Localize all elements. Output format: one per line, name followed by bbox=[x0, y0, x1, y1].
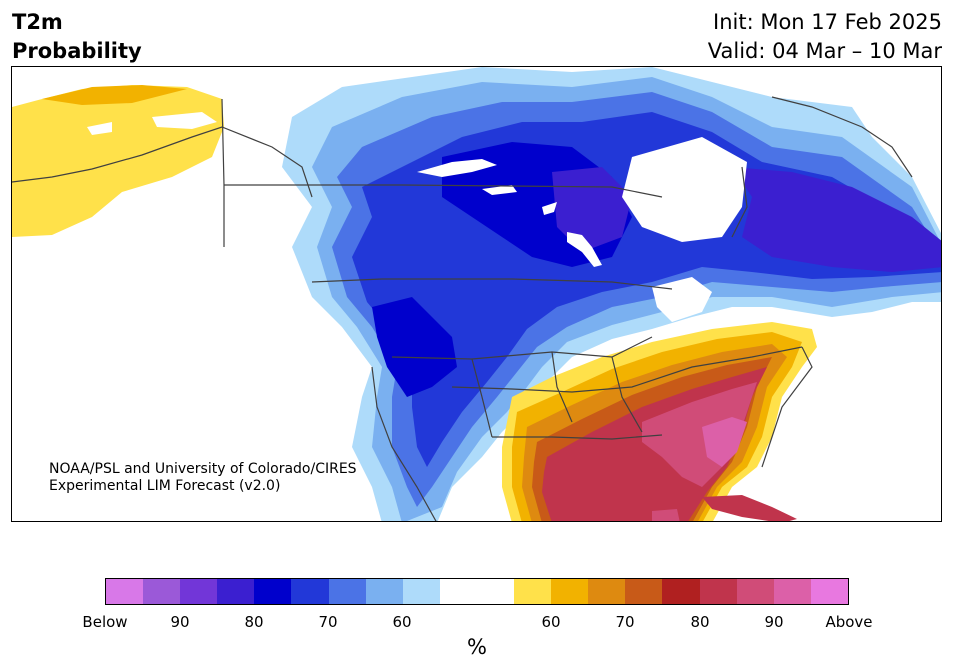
cuba-warm bbox=[702, 495, 797, 521]
colorbar-tick-label: 60 bbox=[541, 613, 561, 631]
mexico-tip-warm bbox=[652, 509, 680, 521]
colorbar-segment bbox=[328, 579, 366, 604]
colorbar-tick-label: Below bbox=[82, 613, 128, 631]
init-date: Init: Mon 17 Feb 2025 bbox=[713, 10, 942, 34]
colorbar-tick-label: 90 bbox=[170, 613, 190, 631]
variable-label: T2m bbox=[12, 10, 63, 34]
colorbar-segment bbox=[810, 579, 848, 604]
colorbar-segment bbox=[588, 579, 626, 604]
colorbar-unit: % bbox=[467, 635, 487, 659]
colorbar bbox=[105, 578, 849, 605]
alaska-white-patch bbox=[152, 112, 217, 129]
great-slave-lake bbox=[482, 185, 517, 195]
lake-winnipeg bbox=[567, 232, 602, 267]
colorbar-segment bbox=[699, 579, 737, 604]
colorbar-segment bbox=[625, 579, 663, 604]
colorbar-segment bbox=[365, 579, 403, 604]
cold-region-core-west bbox=[372, 297, 457, 397]
colorbar-tick-label: 80 bbox=[244, 613, 264, 631]
political-borders bbox=[12, 96, 913, 521]
hudson-bay bbox=[622, 137, 747, 242]
colorbar-tick-label: 90 bbox=[764, 613, 784, 631]
colorbar-segment bbox=[143, 579, 181, 604]
colorbar-segment bbox=[180, 579, 218, 604]
colorbar-tick-label: 70 bbox=[318, 613, 338, 631]
colorbar-tick-label: 60 bbox=[392, 613, 412, 631]
valid-range: Valid: 04 Mar – 10 Mar bbox=[707, 39, 942, 63]
colorbar-segment bbox=[291, 579, 329, 604]
colorbar-segment bbox=[514, 579, 552, 604]
colorbar-segment bbox=[439, 579, 477, 604]
colorbar-segment bbox=[217, 579, 255, 604]
data-credit: NOAA/PSL and University of Colorado/CIRE… bbox=[49, 461, 357, 495]
colorbar-segment bbox=[402, 579, 440, 604]
warm-region-core bbox=[642, 382, 757, 487]
credit-line-1: NOAA/PSL and University of Colorado/CIRE… bbox=[49, 461, 357, 477]
colorbar-tick-label: 70 bbox=[615, 613, 635, 631]
colorbar-tick-label: 80 bbox=[690, 613, 710, 631]
great-bear-lake bbox=[417, 159, 497, 177]
colorbar-segment bbox=[773, 579, 811, 604]
product-label: Probability bbox=[12, 39, 142, 63]
colorbar-segment bbox=[662, 579, 700, 604]
lake-athabasca bbox=[542, 202, 557, 215]
forecast-dates: Init: Mon 17 Feb 2025 Valid: 04 Mar – 10… bbox=[708, 8, 942, 66]
alaska-warm-core bbox=[42, 85, 187, 105]
alaska-white-patch-2 bbox=[87, 122, 112, 135]
colorbar-segment bbox=[736, 579, 774, 604]
colorbar-tick-label: Above bbox=[825, 613, 873, 631]
credit-line-2: Experimental LIM Forecast (v2.0) bbox=[49, 478, 281, 494]
forecast-map bbox=[11, 66, 942, 522]
cold-region-core-mid bbox=[552, 167, 632, 252]
colorbar-segment bbox=[106, 579, 144, 604]
colorbar-segment bbox=[551, 579, 589, 604]
warm-region-peak bbox=[702, 417, 747, 467]
colorbar-segment bbox=[476, 579, 515, 604]
cold-region-core-east bbox=[732, 167, 941, 272]
map-title: T2m Probability bbox=[12, 8, 142, 66]
colorbar-segment bbox=[254, 579, 292, 604]
